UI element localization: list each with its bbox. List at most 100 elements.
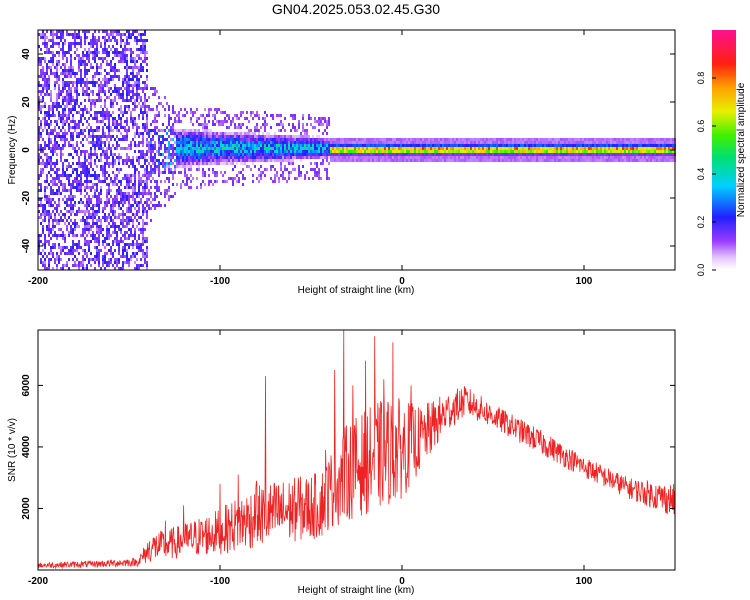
heatmap-cell [320, 162, 322, 165]
heatmap-cell [290, 171, 292, 174]
heatmap-cell [242, 123, 244, 126]
heatmap-cell [308, 117, 310, 120]
heatmap-cell [254, 138, 256, 141]
heatmap-cell [126, 129, 128, 132]
heatmap-cell [234, 159, 236, 162]
heatmap-cell [44, 264, 46, 267]
heatmap-cell [478, 138, 480, 141]
heatmap-cell [302, 156, 304, 159]
heatmap-cell [70, 42, 72, 45]
heatmap-cell [84, 249, 86, 252]
heatmap-cell [76, 183, 78, 186]
heatmap-cell [174, 132, 176, 135]
heatmap-cell [116, 129, 118, 132]
heatmap-cell [38, 252, 40, 255]
heatmap-cell [50, 147, 52, 150]
heatmap-cell [350, 159, 352, 162]
heatmap-cell [596, 138, 598, 141]
heatmap-cell [462, 147, 464, 150]
heatmap-cell [260, 147, 262, 150]
heatmap-cell [304, 141, 306, 144]
heatmap-cell [68, 102, 70, 105]
heatmap-cell [40, 261, 42, 264]
heatmap-cell [146, 249, 148, 252]
heatmap-cell [62, 33, 64, 36]
heatmap-cell [332, 156, 334, 159]
heatmap-cell [130, 231, 132, 234]
heatmap-cell [126, 207, 128, 210]
heatmap-cell [56, 183, 58, 186]
heatmap-cell [44, 45, 46, 48]
heatmap-cell [592, 156, 594, 159]
heatmap-cell [104, 39, 106, 42]
heatmap-cell [94, 60, 96, 63]
heatmap-cell [456, 153, 458, 156]
heatmap-cell [208, 138, 210, 141]
heatmap-cell [496, 153, 498, 156]
heatmap-cell [300, 153, 302, 156]
heatmap-cell [94, 30, 96, 33]
heatmap-cell [112, 51, 114, 54]
heatmap-cell [126, 78, 128, 81]
heatmap-cell [50, 51, 52, 54]
heatmap-cell [270, 114, 272, 117]
heatmap-cell [278, 153, 280, 156]
heatmap-cell [136, 105, 138, 108]
heatmap-cell [114, 267, 116, 270]
heatmap-cell [416, 138, 418, 141]
heatmap-cell [126, 255, 128, 258]
heatmap-cell [140, 39, 142, 42]
heatmap-cell [44, 243, 46, 246]
heatmap-cell [560, 159, 562, 162]
heatmap-cell [224, 180, 226, 183]
heatmap-cell [298, 171, 300, 174]
heatmap-cell [172, 153, 174, 156]
heatmap-cell [122, 114, 124, 117]
heatmap-cell [86, 150, 88, 153]
heatmap-cell [328, 147, 330, 150]
heatmap-cell [116, 90, 118, 93]
heatmap-cell [142, 102, 144, 105]
heatmap-cell [44, 195, 46, 198]
heatmap-cell [132, 219, 134, 222]
heatmap-cell [586, 144, 588, 147]
heatmap-cell [290, 147, 292, 150]
heatmap-cell [76, 135, 78, 138]
heatmap-cell [156, 180, 158, 183]
heatmap-cell [104, 132, 106, 135]
heatmap-cell [168, 186, 170, 189]
heatmap-cell [136, 159, 138, 162]
heatmap-cell [608, 156, 610, 159]
heatmap-cell [534, 144, 536, 147]
heatmap-cell [268, 150, 270, 153]
heatmap-cell [390, 150, 392, 153]
heatmap-cell [58, 78, 60, 81]
heatmap-cell [90, 189, 92, 192]
heatmap-cell [164, 144, 166, 147]
heatmap-cell [596, 156, 598, 159]
heatmap-cell [384, 159, 386, 162]
heatmap-cell [226, 156, 228, 159]
heatmap-cell [106, 138, 108, 141]
heatmap-cell [100, 186, 102, 189]
heatmap-cell [260, 135, 262, 138]
heatmap-cell [102, 147, 104, 150]
heatmap-cell [336, 144, 338, 147]
heatmap-cell [84, 186, 86, 189]
heatmap-cell [128, 165, 130, 168]
heatmap-cell [386, 147, 388, 150]
heatmap-cell [84, 129, 86, 132]
heatmap-cell [480, 153, 482, 156]
heatmap-cell [126, 159, 128, 162]
heatmap-cell [118, 60, 120, 63]
heatmap-cell [354, 138, 356, 141]
heatmap-cell [192, 135, 194, 138]
heatmap-cell [220, 162, 222, 165]
heatmap-cell [88, 174, 90, 177]
heatmap-cell [86, 198, 88, 201]
heatmap-cell [112, 102, 114, 105]
heatmap-cell [106, 192, 108, 195]
heatmap-cell [176, 135, 178, 138]
heatmap-cell [188, 138, 190, 141]
heatmap-cell [58, 96, 60, 99]
